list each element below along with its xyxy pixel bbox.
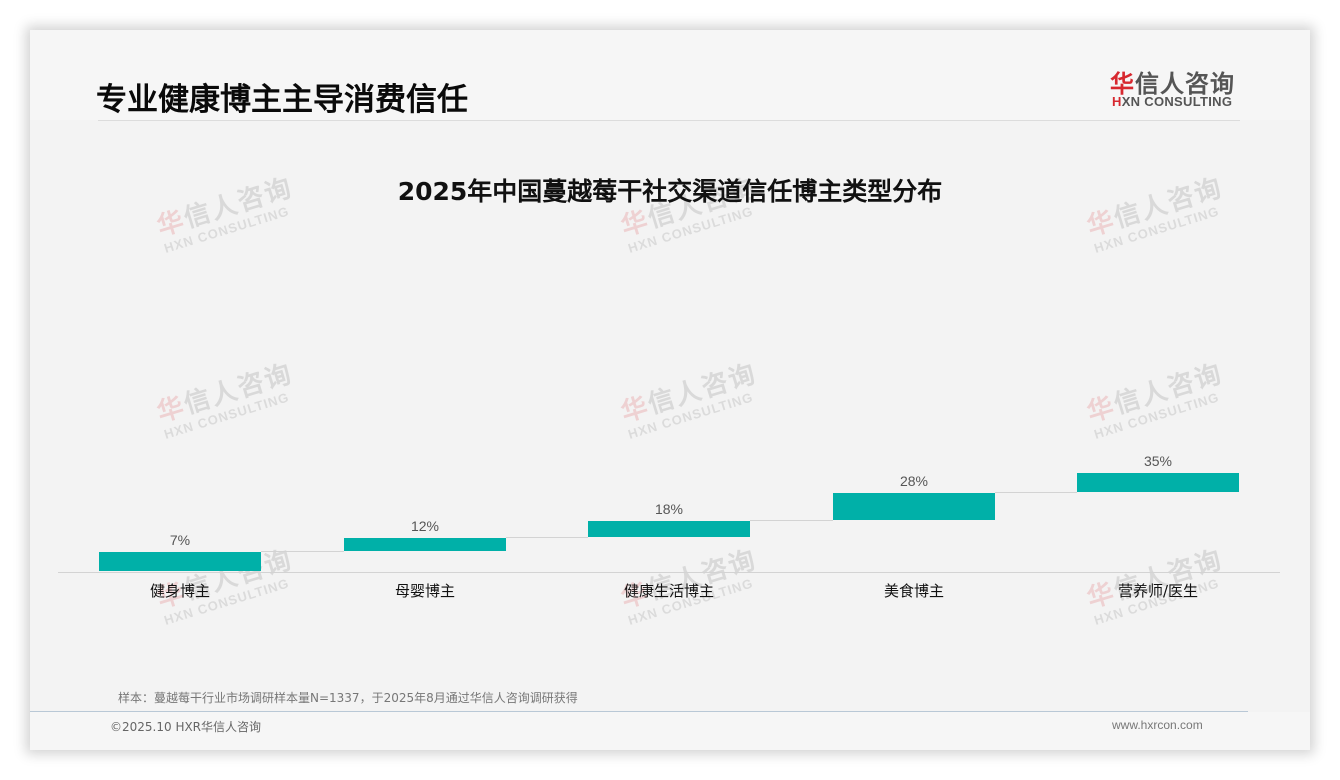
chart-title: 2025年中国蔓越莓干社交渠道信任博主类型分布 <box>397 177 943 206</box>
copyright-text: ©2025.10 HXR华信人咨询 <box>110 720 262 734</box>
waterfall-connector <box>995 492 1077 493</box>
category-label: 健身博主 <box>149 582 210 600</box>
bar-value-label: 28% <box>899 473 929 489</box>
category-label: 健康生活博主 <box>623 582 714 600</box>
category-label: 营养师/医生 <box>1117 582 1199 600</box>
bar-value-label: 18% <box>654 501 684 517</box>
logo-accent-char: 华 <box>1110 70 1135 98</box>
category-label: 美食博主 <box>883 582 944 600</box>
logo-chinese: 华信人咨询 <box>1110 64 1235 99</box>
bar-value-label: 7% <box>169 532 191 548</box>
chart-bar <box>588 521 750 537</box>
logo-en-accent: H <box>1112 94 1122 109</box>
category-label: 母婴博主 <box>394 582 455 600</box>
logo-cn-text: 信人咨询 <box>1135 70 1235 98</box>
waterfall-connector <box>750 520 833 521</box>
bar-value-label: 12% <box>410 518 440 534</box>
header-divider <box>98 120 1240 121</box>
waterfall-chart: 7% 健身博主 12% 母婴博主 18% 健康生活博主 28% 美食博主 35% 营养师/医生 <box>30 30 1310 750</box>
website-link: www.hxrcon.com <box>1112 718 1203 732</box>
logo-en-text: XN CONSULTING <box>1121 94 1233 109</box>
brand-logo: 华信人咨询 HXN CONSULTING <box>1110 64 1245 112</box>
footer-band <box>30 712 1310 750</box>
chart-bar <box>99 552 261 571</box>
sample-note: 样本：蔓越莓干行业市场调研样本量N=1337，于2025年8月通过华信人咨询调研… <box>118 691 578 705</box>
header-band <box>30 30 1310 120</box>
chart-bar <box>833 493 995 520</box>
chart-bar <box>344 538 506 551</box>
logo-english: HXN CONSULTING <box>1112 94 1232 109</box>
bar-value-label: 35% <box>1143 453 1173 469</box>
chart-baseline <box>58 572 1280 573</box>
footer-divider <box>30 711 1248 712</box>
waterfall-connector <box>506 537 588 538</box>
page-title: 专业健康博主主导消费信任 <box>96 82 468 118</box>
chart-bar <box>1077 473 1239 492</box>
waterfall-connector <box>261 551 344 552</box>
slide-card: 专业健康博主主导消费信任 华信人咨询 HXN CONSULTING 华信人咨询 H… <box>30 30 1310 750</box>
